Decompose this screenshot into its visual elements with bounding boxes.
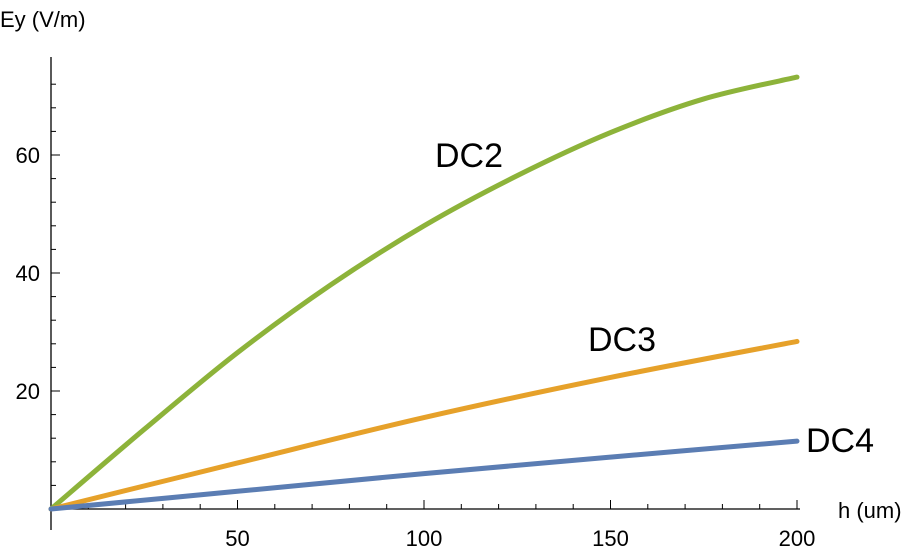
y-tick-label: 20 — [16, 379, 40, 404]
series-labels: DC2 DC3 DC4 — [435, 137, 874, 460]
series-label-dc2: DC2 — [435, 137, 503, 175]
series-line-dc2 — [48, 74, 800, 512]
y-tick-label: 40 — [16, 261, 40, 286]
x-tick-label: 100 — [406, 526, 443, 551]
axis-tick-labels: 50 100 150 200 20 40 60 — [16, 143, 816, 551]
x-axis-label: h (um) — [838, 498, 902, 523]
series-line-dc3 — [48, 338, 800, 512]
axes: 50 100 150 200 20 40 60 — [16, 57, 816, 551]
y-axis-label: Ey (V/m) — [0, 7, 86, 32]
x-tick-label: 50 — [225, 526, 249, 551]
series-label-dc4: DC4 — [806, 422, 874, 460]
axis-ticks — [51, 83, 798, 509]
y-tick-label: 60 — [16, 143, 40, 168]
series-label-dc3: DC3 — [588, 321, 656, 359]
x-tick-label: 150 — [592, 526, 629, 551]
series-line-dc4 — [48, 438, 800, 512]
x-tick-label: 200 — [779, 526, 816, 551]
series-lines — [48, 74, 800, 512]
